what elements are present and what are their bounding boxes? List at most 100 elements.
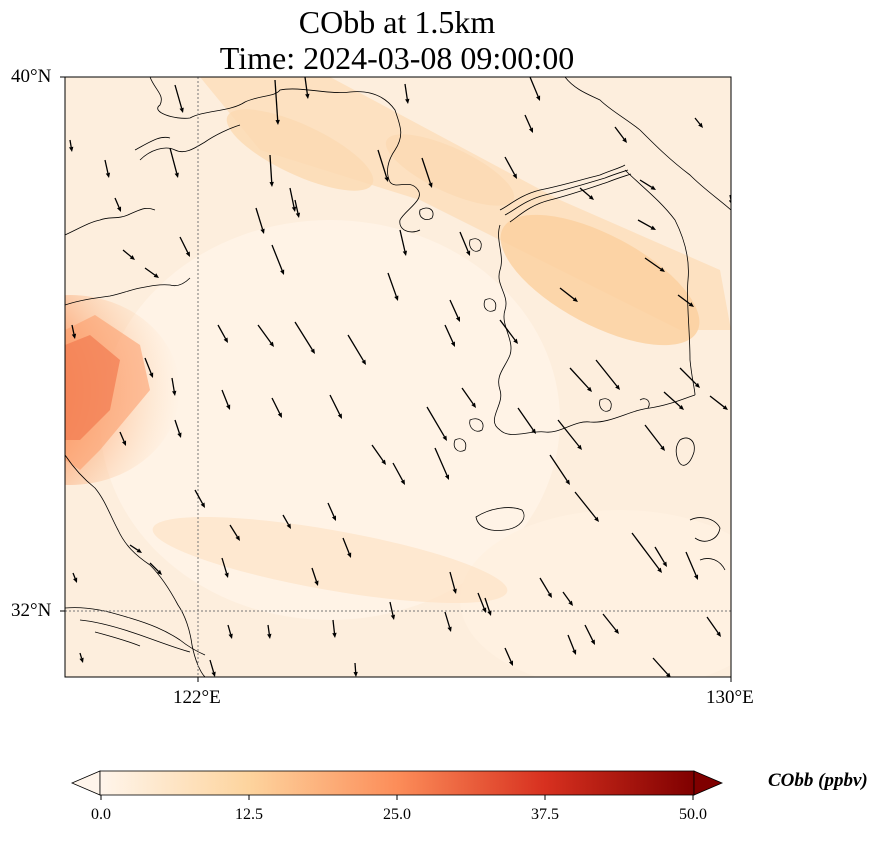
wind-arrow-shaft (579, 187, 591, 198)
wind-arrow-shaft (174, 84, 183, 109)
wind-arrow-shaft (477, 592, 485, 609)
wind-arrow-head (353, 671, 358, 677)
wind-arrow-shaft (371, 444, 384, 462)
wind-arrow-shaft (149, 562, 159, 572)
wind-arrow-head (666, 672, 671, 677)
wind-arrow-shaft (221, 557, 228, 574)
wind-arrow-head (153, 273, 159, 278)
wind-arrow-head (722, 405, 728, 410)
wind-arrow-head (71, 333, 77, 339)
wind-arrow-shaft (274, 79, 279, 121)
wind-arrow-shaft (311, 567, 318, 582)
wind-arrow-shaft (304, 77, 308, 95)
lon-label-130e: 130°E (706, 687, 754, 708)
wind-arrow-shaft (227, 624, 232, 635)
colorbar-title: CObb (ppbv) (768, 770, 868, 791)
wind-arrow-head (405, 98, 410, 104)
wind-arrow-shaft (257, 324, 272, 344)
wind-arrow-head (177, 432, 182, 438)
wind-arrow-shaft (399, 229, 406, 252)
wind-arrow-shaft (567, 634, 575, 651)
wind-arrow-head (174, 172, 179, 178)
wind-arrow-head (172, 390, 177, 396)
wind-arrow-head (390, 614, 396, 620)
wind-arrow-head (659, 267, 665, 272)
wind-arrow-shaft (595, 359, 618, 387)
wind-arrow-head (394, 295, 399, 301)
wind-arrow-shaft (354, 662, 357, 673)
wind-arrow-head (688, 302, 694, 307)
wind-arrow-head (622, 137, 627, 143)
wind-arrow-shaft (72, 572, 76, 579)
wind-arrow-shaft (685, 551, 697, 576)
wind-arrow-head (117, 206, 122, 212)
wind-arrow-shaft (282, 514, 290, 525)
colorbar-ticks (100, 795, 694, 800)
wind-arrow-head (179, 107, 184, 113)
wind-arrow-shaft (271, 397, 281, 414)
wind-arrow-shaft (144, 267, 156, 276)
wind-arrow-head (331, 515, 336, 521)
wind-arrow-shaft (269, 154, 273, 183)
wind-arrow-shaft (79, 652, 83, 659)
colorbar-gradient (99, 770, 695, 796)
wind-arrow-shaft (104, 159, 109, 174)
wind-arrow-head (694, 574, 699, 580)
wind-arrow-head (228, 633, 233, 639)
wind-arrow-head (384, 176, 389, 182)
wind-arrow-head (314, 580, 319, 586)
wind-arrow-shaft (654, 546, 665, 564)
wind-arrow-shaft (709, 395, 725, 408)
wind-arrow-head (455, 316, 460, 322)
wind-arrow-head (226, 404, 231, 410)
wind-arrow-head (536, 95, 541, 101)
wind-arrow-head (291, 206, 297, 212)
wind-arrow-shaft (459, 231, 469, 252)
wind-arrow-head (185, 251, 190, 257)
wind-arrow-head (105, 172, 111, 178)
wind-arrow-head (223, 337, 228, 343)
wind-arrow-head (444, 474, 450, 480)
wind-arrow-shaft (209, 659, 215, 673)
wind-arrow-shaft (221, 389, 229, 406)
lat-label-32n: 32°N (11, 600, 52, 621)
wind-arrow-head (547, 592, 552, 598)
wind-arrow-head (452, 588, 457, 594)
wind-arrow-head (694, 382, 700, 388)
wind-arrow-head (615, 384, 620, 390)
wind-arrow-head (361, 359, 366, 365)
wind-arrow-shaft (569, 367, 590, 389)
wind-arrow-shaft (342, 537, 350, 554)
wind-arrow-shaft (392, 462, 404, 481)
wind-arrow-head (588, 195, 594, 200)
wind-arrow-shaft (294, 199, 299, 214)
wind-arrow-shaft (504, 156, 516, 175)
wind-arrow-head (381, 459, 386, 465)
wind-arrow-head (614, 628, 619, 634)
wind-arrow-head (466, 250, 471, 256)
wind-arrow-head (531, 428, 536, 434)
wind-arrow-shaft (114, 197, 120, 208)
map-title: CObb at 1.5km (298, 4, 496, 40)
wind-arrow-shaft (549, 454, 568, 482)
wind-arrow-shaft (69, 139, 72, 148)
wind-arrow-shaft (289, 187, 295, 208)
wind-arrow-shaft (652, 657, 669, 675)
wind-arrow-head (586, 386, 592, 392)
wind-arrow-head (310, 348, 315, 354)
wind-arrow-head (590, 639, 595, 645)
wind-arrow-head (136, 548, 142, 553)
wind-arrow-head (149, 372, 154, 378)
wind-arrow-head (594, 516, 599, 522)
wind-arrow-shaft (529, 77, 539, 97)
wind-arrow-head (512, 173, 517, 179)
wind-arrow-shaft (327, 502, 335, 517)
wind-arrow-shaft (217, 324, 227, 339)
wind-arrow-shaft (677, 294, 691, 305)
wind-arrow-shaft (663, 391, 681, 408)
wind-arrow-shaft (179, 236, 189, 253)
wind-arrow-head (211, 671, 216, 677)
wind-arrow-head (305, 93, 310, 99)
wind-arrow-head (337, 413, 342, 419)
